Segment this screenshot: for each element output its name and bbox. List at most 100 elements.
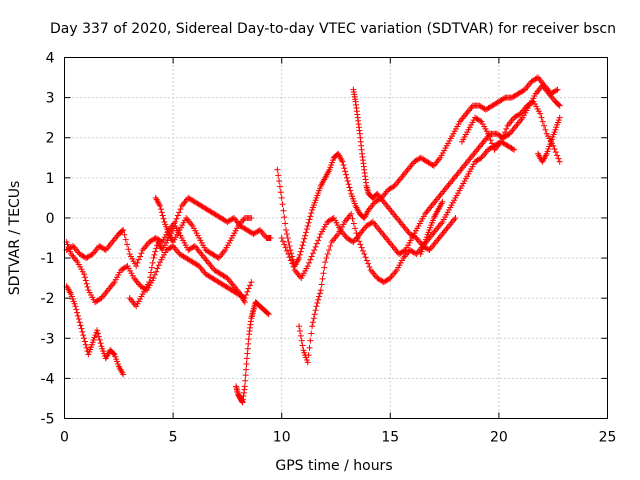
y-tick-label: 2	[46, 131, 55, 147]
data-point	[368, 219, 375, 226]
data-point	[498, 138, 505, 145]
data-point	[556, 158, 563, 165]
data-point	[245, 285, 252, 292]
data-point	[296, 328, 303, 335]
data-point	[296, 323, 303, 330]
data-point	[243, 366, 250, 373]
y-tick-label: 0	[46, 211, 55, 227]
data-point	[101, 246, 108, 253]
data-point	[282, 220, 289, 227]
data-point	[299, 342, 306, 349]
data-point	[356, 238, 363, 245]
data-point	[157, 202, 164, 209]
data-point	[288, 250, 295, 257]
data-point	[83, 280, 90, 287]
data-point	[323, 255, 330, 262]
data-point	[319, 275, 326, 282]
data-point	[276, 183, 283, 190]
data-point	[309, 323, 316, 330]
data-point	[248, 214, 255, 221]
data-point	[300, 239, 307, 246]
data-point	[264, 310, 271, 317]
data-point	[75, 316, 82, 323]
series-track-9	[296, 138, 518, 366]
data-point	[159, 212, 166, 219]
y-tick-label: 3	[46, 91, 55, 107]
data-marks	[63, 74, 563, 406]
data-point	[82, 277, 89, 284]
data-point	[298, 337, 305, 344]
data-point	[358, 244, 365, 251]
data-point	[124, 241, 131, 248]
data-point	[353, 230, 360, 237]
data-point	[452, 214, 459, 221]
data-point	[242, 372, 249, 379]
data-point	[150, 275, 157, 282]
data-point	[158, 209, 165, 216]
data-point	[265, 311, 272, 318]
data-point	[246, 282, 253, 289]
data-point	[279, 201, 286, 208]
data-point	[354, 235, 361, 241]
data-point	[511, 146, 518, 153]
series-track-12	[534, 114, 563, 165]
data-point	[307, 256, 314, 263]
data-point	[154, 265, 161, 272]
data-point	[556, 102, 563, 109]
data-point	[168, 243, 175, 250]
plot-frame	[64, 57, 608, 419]
data-point	[81, 338, 88, 345]
data-point	[533, 75, 540, 82]
data-point	[286, 254, 293, 261]
data-point	[361, 251, 368, 258]
data-point	[327, 243, 334, 250]
x-tick-label: 20	[490, 430, 508, 446]
data-point	[160, 215, 167, 222]
data-point	[122, 236, 129, 243]
data-point	[190, 243, 197, 250]
data-point	[541, 122, 548, 129]
data-point	[485, 130, 492, 137]
data-point	[306, 259, 313, 266]
data-point	[274, 166, 281, 173]
data-point	[359, 247, 366, 254]
data-point	[119, 227, 126, 234]
data-point	[556, 114, 563, 121]
data-point	[301, 235, 308, 242]
data-point	[280, 207, 287, 214]
y-tick-label: -1	[41, 251, 55, 267]
data-point	[309, 319, 316, 326]
data-point	[285, 239, 292, 246]
data-point	[425, 246, 432, 253]
data-point	[277, 189, 284, 196]
data-point	[176, 209, 183, 216]
data-point	[305, 352, 312, 359]
data-point	[316, 293, 323, 300]
data-point	[173, 215, 180, 222]
data-point	[278, 194, 285, 201]
data-point	[78, 325, 85, 332]
data-point	[320, 270, 327, 277]
data-point	[82, 341, 89, 348]
data-point	[281, 241, 288, 248]
data-point	[305, 219, 312, 226]
data-point	[503, 125, 510, 132]
data-point	[243, 360, 250, 367]
data-point	[297, 248, 304, 255]
data-point	[80, 332, 87, 339]
data-point	[339, 158, 346, 165]
data-point	[501, 95, 508, 102]
data-point	[555, 101, 562, 108]
data-point	[349, 238, 356, 245]
y-tick-label: -4	[41, 371, 55, 387]
data-point	[267, 235, 274, 241]
x-tick-label: 25	[599, 430, 617, 446]
data-point	[343, 174, 350, 181]
data-point	[94, 330, 101, 337]
data-point	[287, 257, 294, 264]
data-point	[312, 243, 319, 250]
data-point	[538, 114, 545, 121]
data-point	[290, 263, 297, 270]
data-point	[304, 263, 311, 270]
